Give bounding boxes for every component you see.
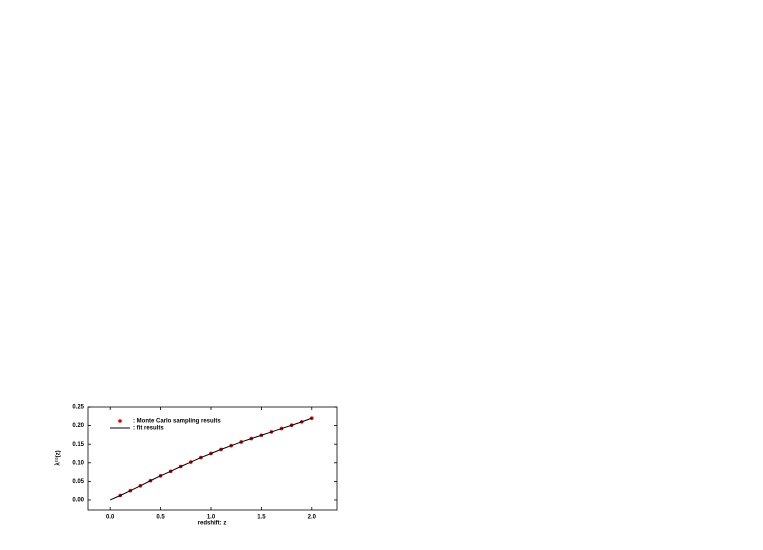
legend-label: : Monte Carlo sampling results [133, 419, 221, 425]
x-tick-label: 2.0 [308, 515, 317, 521]
y-tick-label: 0.10 [72, 460, 84, 466]
fit-line [109, 417, 312, 501]
plot-frame [87, 406, 338, 511]
y-axis-label: λ⁽¹⁾(z) [55, 450, 62, 465]
legend-marker [118, 419, 122, 423]
data-point [309, 416, 314, 420]
y-tick-label: 0.25 [72, 405, 84, 411]
x-tick-label: 1.5 [257, 515, 266, 521]
x-tick-label: 0.0 [106, 515, 115, 521]
x-tick-label: 0.5 [156, 515, 165, 521]
y-tick-label: 0.15 [72, 442, 84, 448]
y-tick-label: 0.00 [72, 498, 84, 504]
x-axis-label: redshift: z [198, 521, 227, 527]
legend-label: : fit results [133, 426, 164, 432]
x-tick-label: 1.0 [207, 515, 216, 521]
y-tick-label: 0.20 [72, 423, 84, 429]
y-tick-label: 0.05 [72, 479, 84, 485]
